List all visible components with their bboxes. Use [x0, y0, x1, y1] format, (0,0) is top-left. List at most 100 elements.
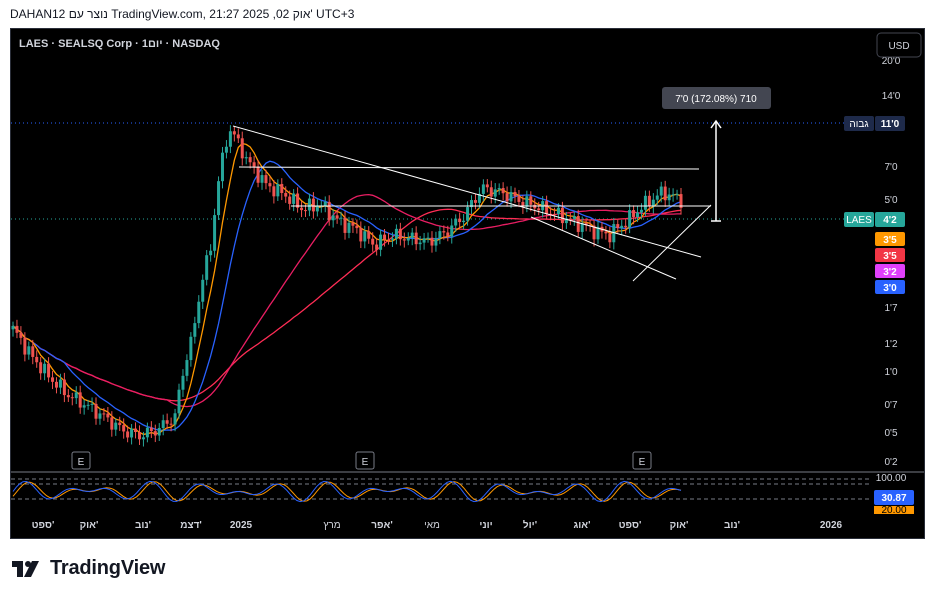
candle-body: [169, 423, 173, 425]
candle-body: [280, 183, 284, 194]
candle-body: [529, 196, 533, 205]
osc-d-line: [12, 481, 682, 502]
candle-body: [201, 279, 205, 302]
candle-body: [604, 231, 608, 234]
candle-body: [260, 175, 264, 183]
candle-body: [616, 224, 620, 229]
candle-body: [327, 201, 331, 221]
candle-body: [663, 186, 667, 201]
oscillator-layer: [11, 478, 871, 503]
osc-k-line: [12, 480, 682, 503]
earnings-marker-3[interactable]: E: [632, 451, 652, 470]
osc-top-label: 100.00: [876, 473, 907, 484]
candle-body: [27, 346, 31, 355]
candle-body: [549, 213, 553, 215]
osc-cut-value: 20.00: [881, 505, 906, 516]
x-tick-label: ספט': [32, 520, 55, 531]
candle-body: [462, 220, 466, 223]
candle-body: [493, 189, 497, 197]
candle-body: [15, 325, 19, 333]
candle-body: [288, 196, 292, 204]
candle-body: [560, 207, 564, 224]
ma-value-tag: [875, 248, 905, 262]
candle-body: [256, 166, 260, 183]
candle-body: [422, 238, 426, 243]
candle-body: [485, 184, 489, 188]
candle-body: [284, 193, 288, 197]
candle-body: [185, 360, 189, 376]
candle-body: [47, 363, 51, 378]
candle-body: [636, 212, 640, 217]
candle-body: [94, 403, 98, 419]
candle-body: [592, 225, 596, 240]
candle-body: [157, 428, 161, 436]
candle-body: [363, 231, 367, 242]
candle-body: [90, 403, 94, 405]
chart-frame[interactable]: 20'014'010'07'05'01'71'21'00'70'50'2ספט'…: [10, 28, 925, 539]
candle-body: [434, 238, 438, 246]
candle-body: [209, 250, 213, 256]
candle-body: [98, 413, 102, 419]
candle-body: [236, 134, 240, 139]
candle-body: [35, 356, 39, 363]
candle-body: [442, 231, 446, 233]
candle-body: [141, 437, 145, 440]
y-tick-label: 5'0: [884, 195, 897, 206]
earnings-marker-2-label: E: [362, 457, 369, 468]
high-price-tag: גבוה 11'0: [844, 116, 905, 131]
symbol-title: LAES · SEALSQ Corp · 1יום · NASDAQ: [19, 38, 220, 50]
symbol-tag-label: LAES: [846, 215, 872, 226]
y-tick-label: 1'7: [884, 303, 897, 314]
candle-body: [584, 223, 588, 226]
candle-body: [418, 242, 422, 245]
candle-body: [501, 188, 505, 194]
candle-body: [576, 216, 580, 232]
candle-body: [86, 404, 90, 406]
candle-body: [470, 200, 474, 208]
candle-body: [505, 193, 509, 202]
candle-body: [197, 301, 201, 324]
high-tag-label: גבוה: [849, 119, 868, 130]
candle-body: [66, 395, 70, 398]
candle-body: [252, 162, 256, 167]
candle-body: [137, 431, 141, 440]
candle-body: [102, 413, 106, 415]
candle-body: [414, 232, 418, 245]
y-tick-label: 20'0: [882, 56, 901, 67]
candle-body: [224, 146, 228, 153]
measure-label-box: 7'0 (172.08%) 710: [662, 87, 771, 109]
horizontal-level-1: [238, 166, 700, 170]
trendline-up: [632, 204, 712, 282]
y-tick-label: 14'0: [882, 91, 901, 102]
y-tick-label: 7'0: [884, 162, 897, 173]
earnings-marker-2[interactable]: E: [355, 451, 375, 470]
candle-body: [608, 233, 612, 243]
ma-value-label: 3'5: [883, 235, 897, 246]
candle-body: [51, 377, 55, 382]
candle-body: [430, 237, 434, 246]
currency-button-label: USD: [888, 41, 909, 52]
trendlines-layer: [232, 119, 722, 282]
candle-body: [106, 413, 110, 418]
candle-body: [438, 231, 442, 239]
earnings-marker-1[interactable]: E: [71, 451, 91, 470]
brand-footer[interactable]: TradingView: [12, 557, 165, 580]
candle-body: [659, 186, 663, 196]
candle-body: [335, 215, 339, 219]
x-tick-label: נוב': [135, 520, 151, 531]
price-chart[interactable]: 20'014'010'07'05'01'71'21'00'70'50'2ספט'…: [11, 29, 925, 539]
candle-body: [671, 194, 675, 196]
candle-body: [307, 198, 311, 211]
candle-body: [446, 232, 450, 237]
x-tick-label: נוב': [724, 520, 740, 531]
brand-name: TradingView: [50, 557, 166, 579]
candle-body: [394, 228, 398, 239]
chart-header-caption: DAHAN12 נוצר עם TradingView.com, 21:27 2…: [10, 7, 355, 21]
candle-body: [347, 222, 351, 233]
chart-background: [11, 29, 924, 538]
candle-body: [161, 420, 165, 429]
currency-button[interactable]: USD: [876, 32, 922, 58]
candle-body: [580, 223, 584, 232]
candle-body: [315, 205, 319, 212]
x-tick-label: אפר': [371, 520, 393, 531]
